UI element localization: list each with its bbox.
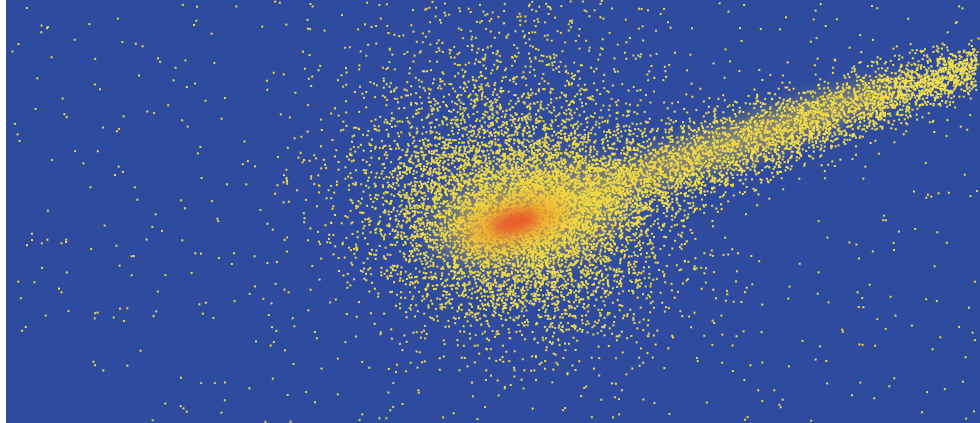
density-scatter-image [0,0,980,423]
page: {} (() => { const svg = document.getElem… [0,0,980,423]
